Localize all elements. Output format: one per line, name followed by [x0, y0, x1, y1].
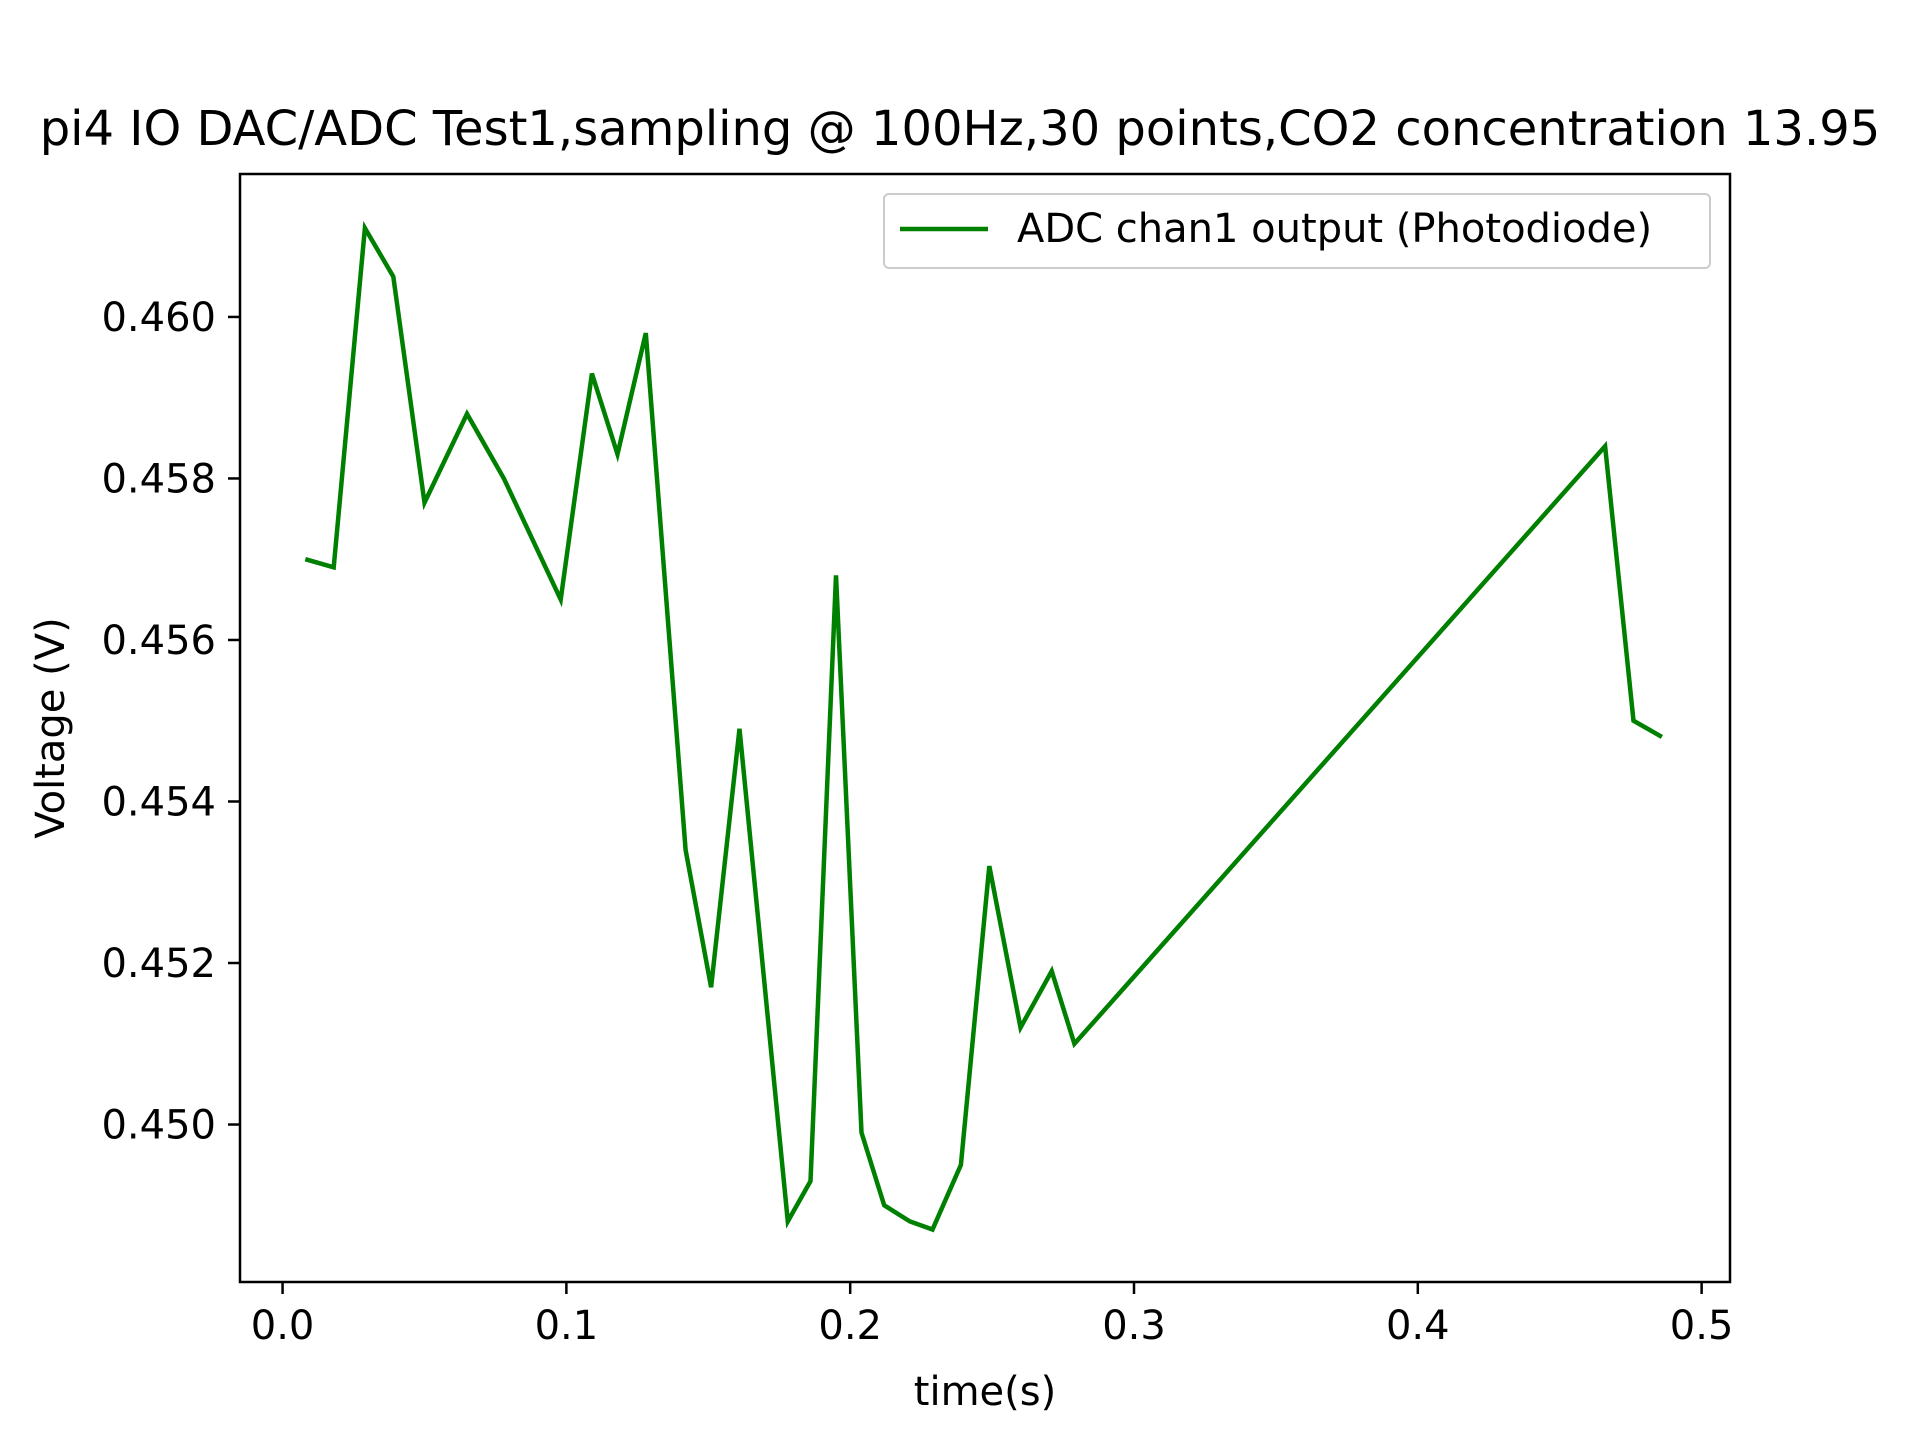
x-axis: 0.0 0.1 0.2 0.3 0.4 0.5: [251, 1282, 1734, 1349]
y-tick-label: 0.450: [101, 1103, 216, 1149]
series-line-0: [304, 220, 1664, 1233]
x-tick-label: 0.1: [535, 1303, 599, 1349]
y-tick-label: 0.454: [101, 779, 216, 825]
x-tick-label: 0.4: [1386, 1303, 1450, 1349]
x-axis-label: time(s): [914, 1369, 1056, 1415]
x-tick-label: 0.2: [818, 1303, 882, 1349]
y-axis: 0.450 0.452 0.454 0.456 0.458 0.460: [101, 295, 240, 1149]
y-tick-label: 0.456: [101, 618, 216, 664]
y-axis-label: Voltage (V): [28, 617, 74, 838]
y-tick-label: 0.452: [101, 941, 216, 987]
chart-title: pi4 IO DAC/ADC Test1,sampling @ 100Hz,30…: [40, 101, 1881, 157]
plot-frame: [238, 172, 1732, 1284]
legend-entry-label: ADC chan1 output (Photodiode): [1017, 206, 1652, 252]
series-layer: [304, 220, 1664, 1233]
legend: ADC chan1 output (Photodiode): [883, 193, 1711, 269]
plot-area: 0.0 0.1 0.2 0.3 0.4 0.5 0.4500.4520.4540.4560…: [101, 172, 1734, 1349]
y-tick-label: 0.458: [101, 456, 216, 502]
x-tick-label: 0.5: [1670, 1303, 1734, 1349]
x-tick-label: 0.0: [251, 1303, 315, 1349]
legend-box: [883, 193, 1711, 269]
y-tick-label: 0.460: [101, 295, 216, 341]
x-tick-label: 0.3: [1102, 1303, 1166, 1349]
